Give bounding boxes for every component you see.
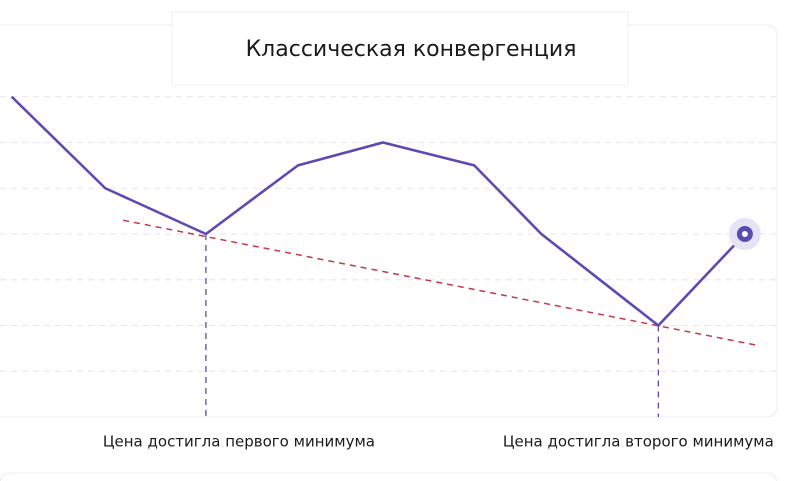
- title-box: [171, 11, 629, 86]
- next-card: [0, 472, 778, 481]
- chart-title: Классическая конвергенция: [246, 37, 577, 62]
- highlight-core: [741, 231, 748, 237]
- trend-line: [123, 219, 757, 346]
- price-line: [10, 95, 746, 327]
- marker-label: Цена достигла второго минимума: [503, 433, 774, 451]
- marker-label: Цена достигла первого минимума: [103, 433, 375, 451]
